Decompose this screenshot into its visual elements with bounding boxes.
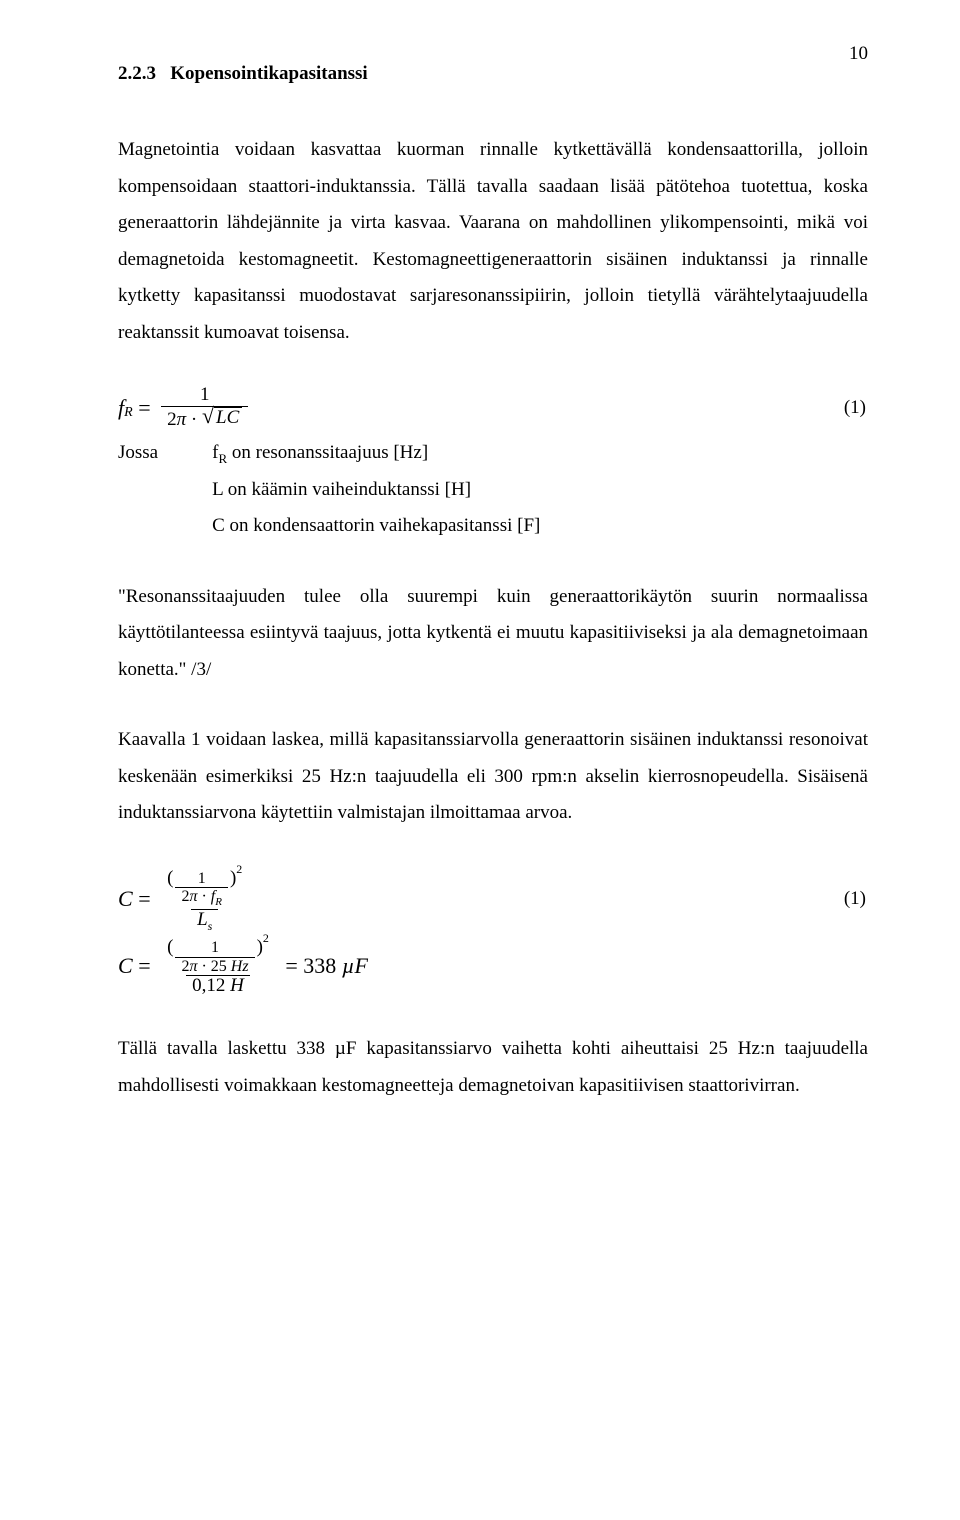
- paragraph-4: Tällä tavalla laskettu 338 µF kapasitans…: [118, 1031, 868, 1104]
- page-number: 10: [849, 36, 868, 72]
- equation-2a-body: C = (12π · fR)2 Ls: [118, 866, 253, 933]
- where-line-2: L on käämin vaiheinduktanssi [H]: [212, 472, 540, 508]
- paragraph-3: Kaavalla 1 voidaan laskea, millä kapasit…: [118, 722, 868, 831]
- heading-title: Kopensointikapasitanssi: [170, 63, 367, 84]
- where-label: Jossa: [118, 435, 158, 545]
- equation-2-block: C = (12π · fR)2 Ls (1) C = (12π · 25 Hz)…: [118, 866, 868, 998]
- heading-number: 2.2.3: [118, 63, 156, 84]
- where-block: Jossa fR on resonanssitaajuus [Hz] L on …: [118, 435, 868, 545]
- equation-2-tag: (1): [844, 881, 868, 917]
- paragraph-2: "Resonanssitaajuuden tulee olla suurempi…: [118, 579, 868, 688]
- equation-2b-body: C = (12π · 25 Hz)2 0,12 H = 338 µF: [118, 935, 368, 997]
- paragraph-1: Magnetointia voidaan kasvattaa kuorman r…: [118, 132, 868, 351]
- equation-1-body: fR = 1 2π · √LC: [118, 385, 253, 431]
- where-line-3: C on kondensaattorin vaihekapasitanssi […: [212, 508, 540, 544]
- where-line-1: fR on resonanssitaajuus [Hz]: [212, 435, 540, 472]
- equation-2b-result: = 338 µF: [285, 945, 368, 987]
- section-heading: 2.2.3 Kopensointikapasitanssi: [118, 56, 868, 92]
- equation-1: fR = 1 2π · √LC (1): [118, 385, 868, 431]
- equation-1-tag: (1): [844, 390, 868, 426]
